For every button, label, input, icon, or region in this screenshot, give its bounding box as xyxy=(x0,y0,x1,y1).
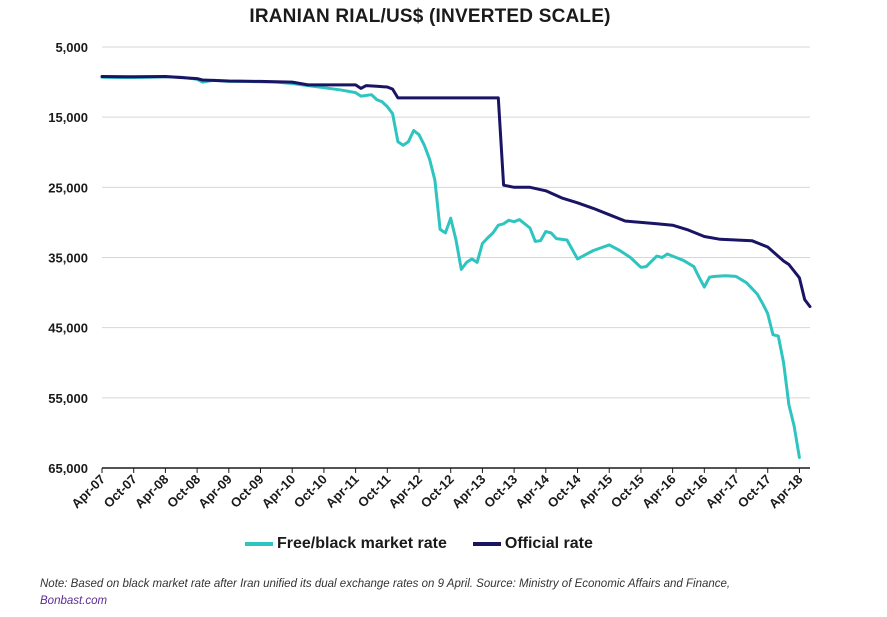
series-line-official xyxy=(100,75,812,309)
x-tick-label: Oct-14 xyxy=(544,471,584,511)
x-tick-label: Apr-08 xyxy=(132,472,172,512)
x-tick-label: Apr-09 xyxy=(195,472,235,512)
y-tick-label: 5,000 xyxy=(55,40,88,55)
y-tick-label: 65,000 xyxy=(48,461,88,476)
x-tick-label: Oct-13 xyxy=(481,472,520,511)
x-tick-label: Oct-16 xyxy=(671,472,710,511)
y-tick-label: 55,000 xyxy=(48,391,88,406)
x-tick-label: Apr-12 xyxy=(385,472,425,512)
legend-label: Official rate xyxy=(504,535,593,552)
y-tick-label: 15,000 xyxy=(48,110,88,125)
x-tick-label: Oct-07 xyxy=(101,472,140,511)
x-tick-label: Oct-08 xyxy=(164,472,203,511)
chart-note: Note: Based on black market rate after I… xyxy=(40,576,840,610)
x-tick-label: Apr-11 xyxy=(323,472,362,511)
x-tick-label: Apr-07 xyxy=(68,472,108,512)
x-tick-label: Apr-15 xyxy=(576,472,616,512)
note-text: Note: Based on black market rate after I… xyxy=(40,578,731,590)
x-tick-label: Oct-17 xyxy=(735,472,774,511)
x-tick-label: Oct-09 xyxy=(227,472,266,511)
x-tick-label: Apr-14 xyxy=(512,471,552,511)
x-tick-label: Apr-18 xyxy=(766,472,806,512)
y-tick-label: 35,000 xyxy=(48,251,88,266)
x-tick-label: Oct-12 xyxy=(418,472,457,511)
x-tick-label: Apr-16 xyxy=(639,472,679,512)
chart-legend: Free/black market rate Official rate xyxy=(245,535,619,553)
legend-item-free-market: Free/black market rate xyxy=(245,535,447,553)
chart-title: IRANIAN RIAL/US$ (INVERTED SCALE) xyxy=(249,6,611,27)
note-source: Bonbast.com xyxy=(40,595,108,607)
x-tick-label: Apr-10 xyxy=(259,472,299,512)
x-tick-label: Apr-13 xyxy=(449,472,489,512)
legend-swatch xyxy=(245,542,273,546)
x-tick-label: Oct-10 xyxy=(291,472,330,511)
legend-item-official: Official rate xyxy=(472,535,593,553)
x-tick-label: Apr-17 xyxy=(702,472,742,512)
legend-swatch xyxy=(472,542,501,546)
x-tick-label: Oct-11 xyxy=(355,472,394,511)
legend-label: Free/black market rate xyxy=(277,535,447,552)
y-tick-label: 25,000 xyxy=(48,180,88,195)
y-tick-label: 45,000 xyxy=(48,321,88,336)
series-line-free-market xyxy=(100,75,801,459)
x-tick-label: Oct-15 xyxy=(608,472,647,511)
